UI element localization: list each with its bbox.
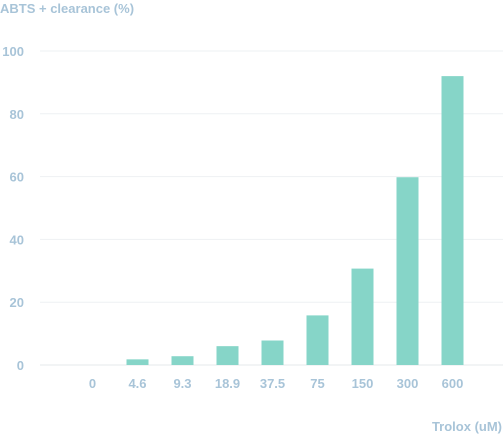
bars — [126, 76, 464, 366]
bar — [351, 268, 374, 365]
bar — [171, 356, 194, 365]
y-tick-label: 40 — [10, 232, 24, 247]
y-tick-label: 100 — [2, 44, 24, 59]
bar — [396, 177, 419, 365]
x-tick-label: 37.5 — [260, 376, 285, 391]
x-tick-label: 4.6 — [128, 376, 146, 391]
y-tick-label: 60 — [10, 170, 24, 185]
x-tick-labels: 0 4.6 9.3 18.9 37.5 75 150 300 600 — [89, 376, 463, 391]
y-tick-label: 0 — [17, 358, 24, 373]
x-tick-label: 75 — [310, 376, 324, 391]
y-axis-label: ABTS + clearance (%) — [0, 1, 134, 16]
bar — [216, 346, 239, 365]
x-tick-label: 150 — [352, 376, 374, 391]
y-tick-labels: 0 20 40 60 80 100 — [2, 44, 24, 373]
x-axis-label: Trolox (uM) — [432, 419, 502, 434]
y-tick-label: 80 — [10, 107, 24, 122]
x-tick-label: 0 — [89, 376, 96, 391]
x-tick-label: 600 — [442, 376, 464, 391]
bar — [126, 359, 149, 365]
x-tick-label: 18.9 — [215, 376, 240, 391]
x-tick-label: 300 — [397, 376, 419, 391]
bar — [441, 76, 464, 366]
x-tick-label: 9.3 — [173, 376, 191, 391]
y-tick-label: 20 — [10, 295, 24, 310]
gridlines — [40, 50, 503, 366]
bar — [306, 315, 329, 365]
bar — [261, 340, 284, 365]
